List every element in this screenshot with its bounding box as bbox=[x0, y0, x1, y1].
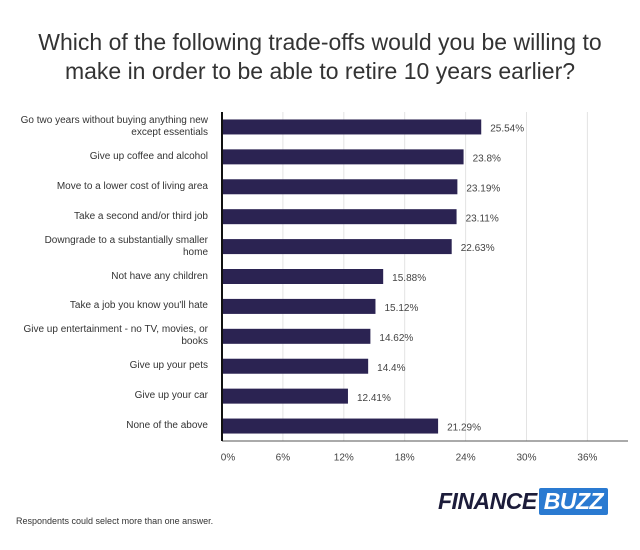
bar bbox=[222, 269, 384, 284]
value-label: 15.88% bbox=[392, 273, 426, 284]
x-tick-label: 36% bbox=[577, 453, 597, 464]
y-tick-label: Take a second and/or third job bbox=[74, 210, 208, 222]
y-tick-label: Downgrade to a substantially smaller hom… bbox=[44, 234, 208, 258]
value-label: 23.8% bbox=[473, 154, 501, 165]
value-label: 22.63% bbox=[461, 243, 495, 254]
y-tick-label: None of the above bbox=[126, 420, 208, 432]
value-label: 23.19% bbox=[466, 183, 500, 194]
bar bbox=[222, 239, 452, 255]
bar bbox=[222, 328, 371, 344]
y-tick-label: Not have any children bbox=[111, 270, 208, 282]
y-tick-label: Go two years without buying anything new… bbox=[20, 114, 208, 138]
value-label: 14.62% bbox=[379, 333, 413, 344]
bar bbox=[222, 179, 458, 195]
y-tick-label: Take a job you know you'll hate bbox=[69, 300, 208, 312]
bar bbox=[222, 119, 482, 135]
x-tick-label: 6% bbox=[276, 453, 291, 464]
x-tick-label: 0% bbox=[221, 453, 236, 464]
y-tick-label: Give up your car bbox=[134, 390, 208, 402]
y-tick-label: Give up entertainment - no TV, movies, o… bbox=[23, 324, 208, 348]
y-tick-label: Move to a lower cost of living area bbox=[56, 180, 208, 192]
brand-text: BUZZ bbox=[538, 488, 609, 515]
value-label: 12.41% bbox=[357, 393, 391, 404]
value-label: 21.29% bbox=[447, 423, 481, 434]
value-label: 14.4% bbox=[377, 363, 405, 374]
y-tick-label: Give up your pets bbox=[129, 360, 208, 372]
bar bbox=[222, 149, 464, 165]
value-label: 25.54% bbox=[490, 124, 524, 135]
x-tick-label: 30% bbox=[516, 453, 536, 464]
brand-text: FINANCE bbox=[438, 488, 537, 514]
value-label: 15.12% bbox=[384, 303, 418, 314]
bar bbox=[222, 418, 439, 434]
bar bbox=[222, 298, 376, 314]
y-tick-label: Give up coffee and alcohol bbox=[89, 150, 208, 162]
chart-title: Which of the following trade-offs would … bbox=[38, 29, 602, 84]
footnote: Respondents could select more than one a… bbox=[16, 516, 214, 526]
x-tick-label: 12% bbox=[334, 453, 354, 464]
x-tick-label: 24% bbox=[456, 453, 476, 464]
bar bbox=[222, 358, 369, 374]
x-tick-label: 18% bbox=[395, 453, 415, 464]
brand-logo: FINANCE BUZZ bbox=[438, 488, 609, 515]
value-label: 23.11% bbox=[466, 213, 499, 224]
bar bbox=[222, 209, 457, 225]
bar bbox=[222, 388, 348, 404]
